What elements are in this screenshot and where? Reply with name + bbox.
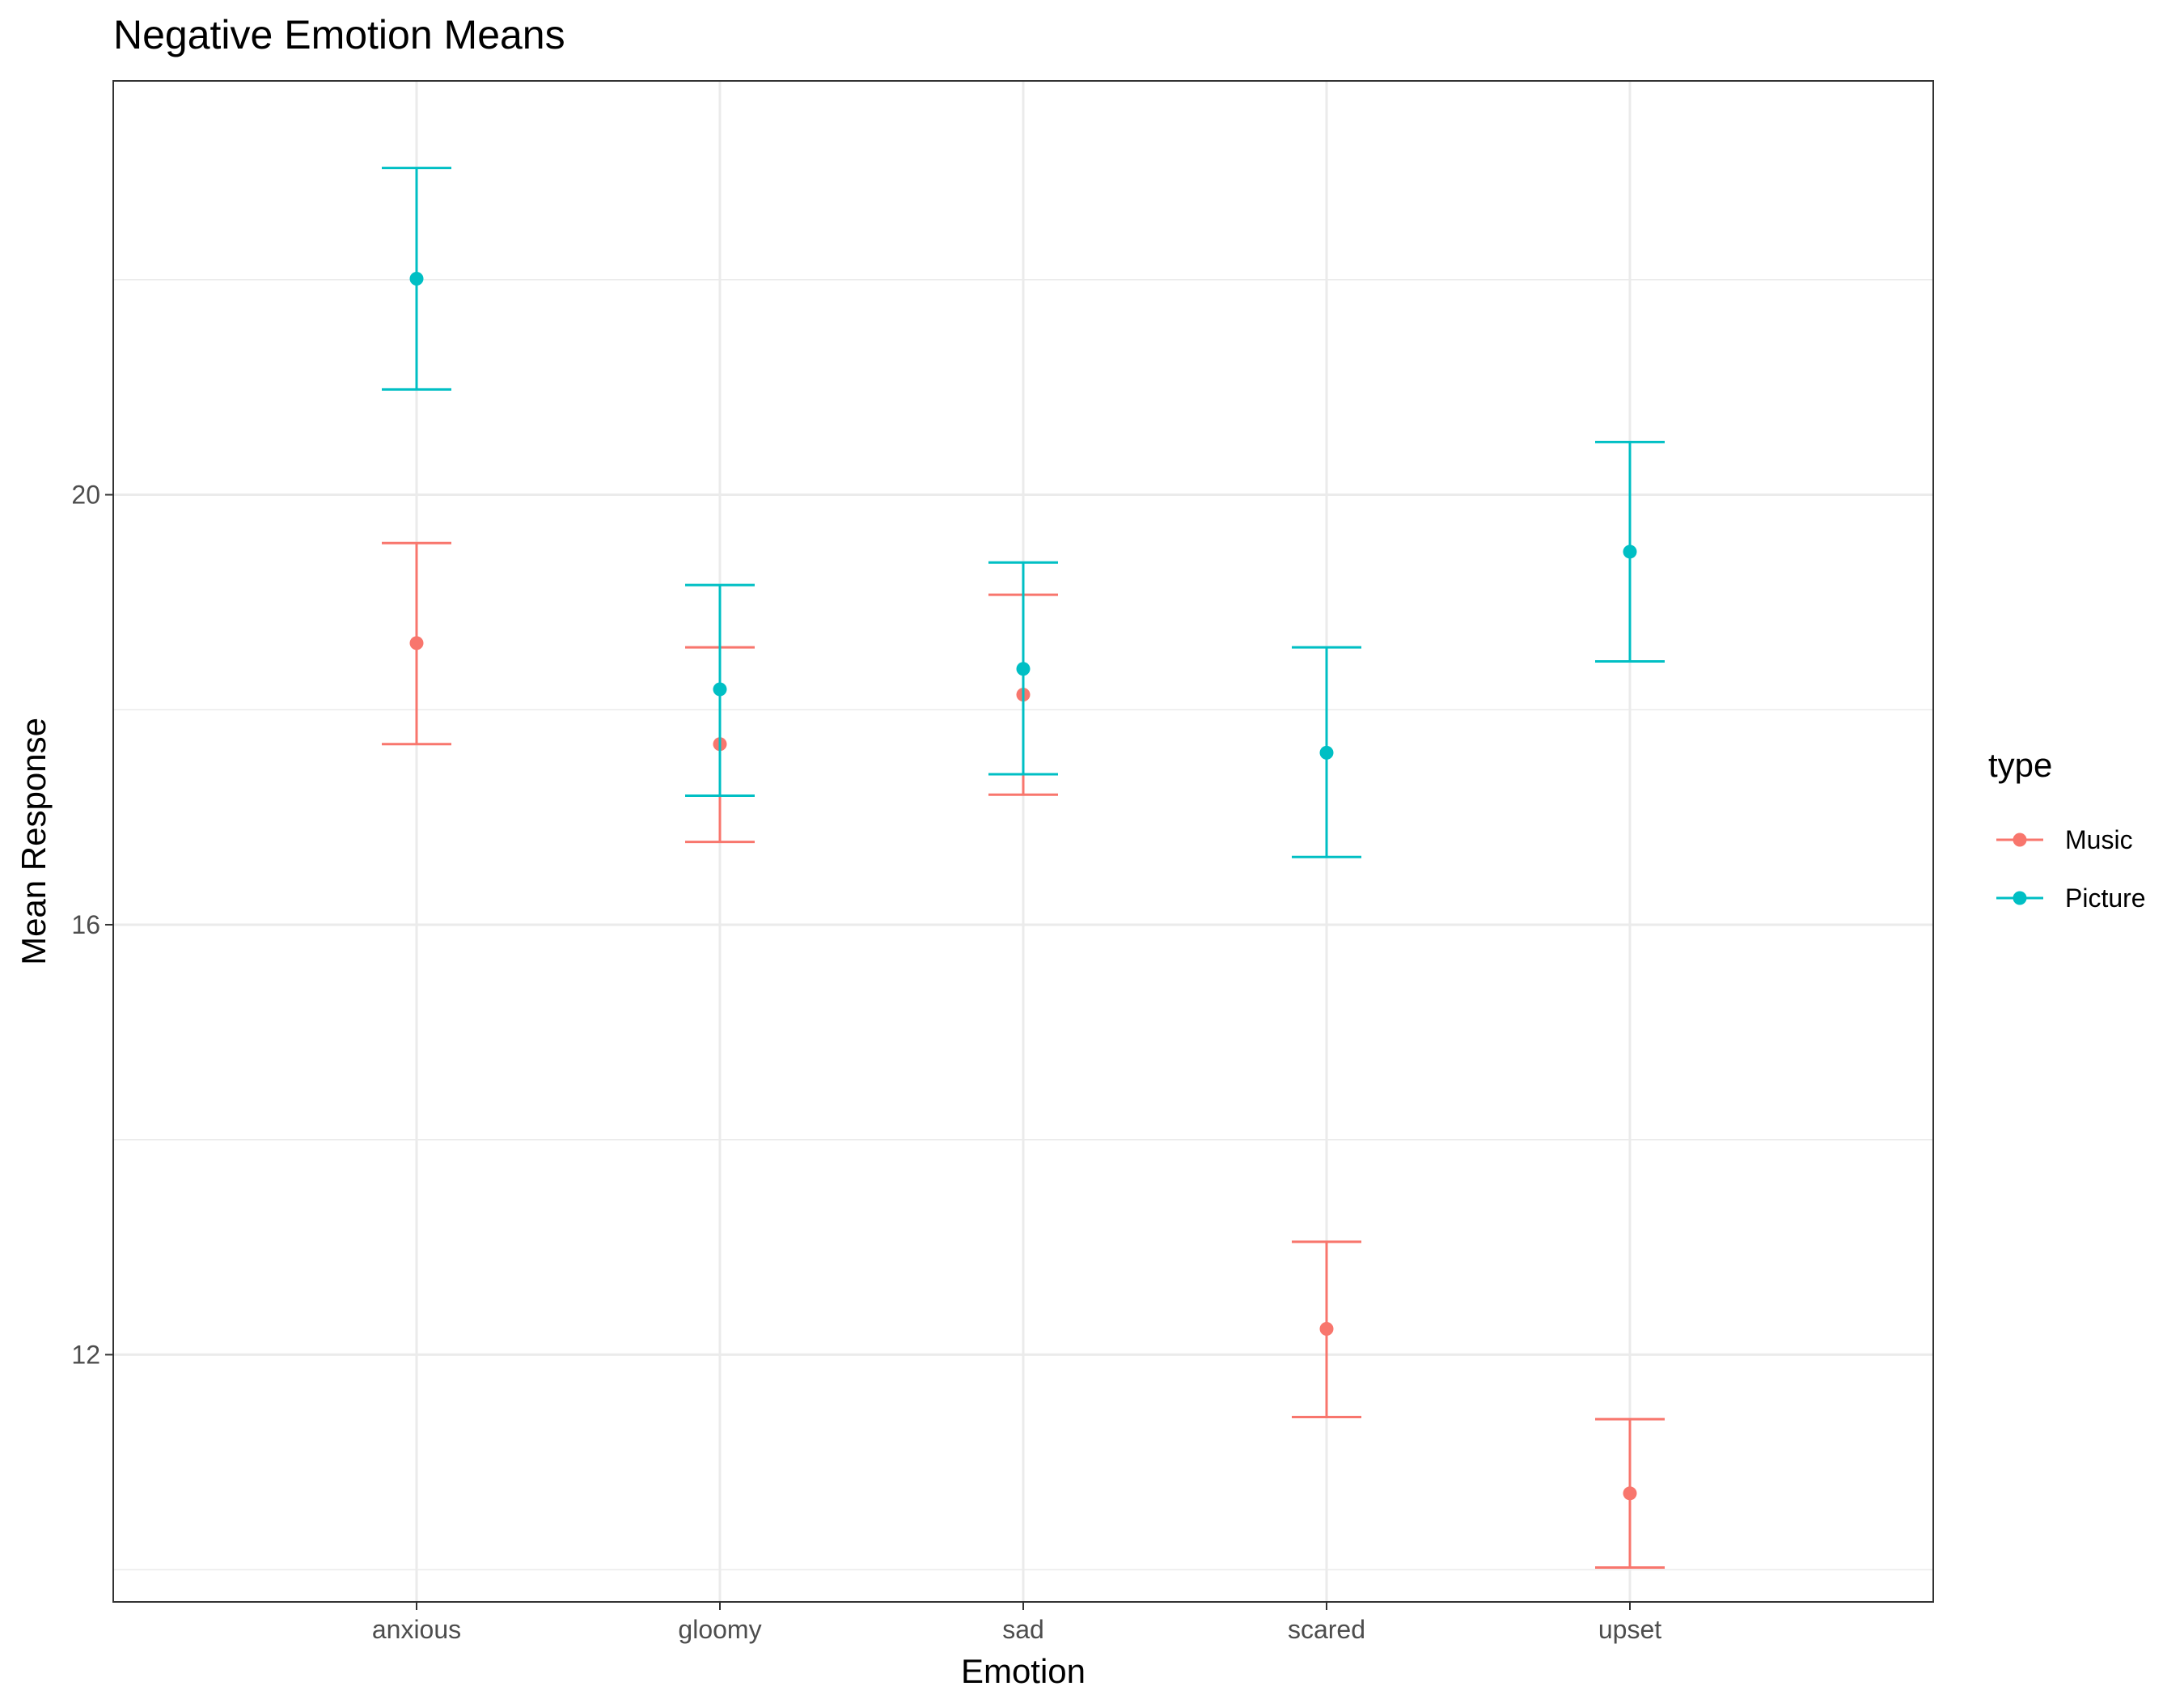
x-tick-label: sad — [1002, 1615, 1044, 1644]
mean-point — [1623, 544, 1637, 559]
legend-item-picture: Picture — [1996, 883, 2146, 913]
y-tick-label: 20 — [71, 481, 100, 510]
series-picture — [382, 167, 1665, 858]
x-tick-label: scared — [1288, 1615, 1365, 1644]
legend-label: Music — [2065, 825, 2133, 854]
mean-point — [409, 271, 424, 286]
mean-point — [1319, 745, 1334, 760]
legend-item-music: Music — [1996, 825, 2133, 854]
x-axis-title: Emotion — [961, 1652, 1086, 1690]
x-tick-label: anxious — [372, 1615, 461, 1644]
mean-point — [1016, 662, 1031, 676]
legend-key-point — [2013, 833, 2027, 847]
legend: type Music Picture — [1988, 746, 2146, 913]
x-tick-label: upset — [1598, 1615, 1661, 1644]
chart-title: Negative Emotion Means — [113, 12, 565, 57]
data-marks — [382, 167, 1665, 1569]
mean-point — [409, 636, 424, 650]
legend-label: Picture — [2065, 883, 2146, 913]
y-tick-label: 12 — [71, 1340, 100, 1369]
legend-key-point — [2013, 891, 2027, 905]
x-tick-label: gloomy — [678, 1615, 761, 1644]
y-tick-label: 16 — [71, 910, 100, 939]
axes: 12 16 20 anxious gloomy sad scared upset — [71, 481, 1661, 1644]
y-axis-title: Mean Response — [15, 718, 53, 965]
mean-point — [1319, 1322, 1334, 1337]
mean-point — [1623, 1486, 1637, 1501]
mean-point — [713, 682, 727, 697]
legend-title: type — [1988, 746, 2052, 784]
